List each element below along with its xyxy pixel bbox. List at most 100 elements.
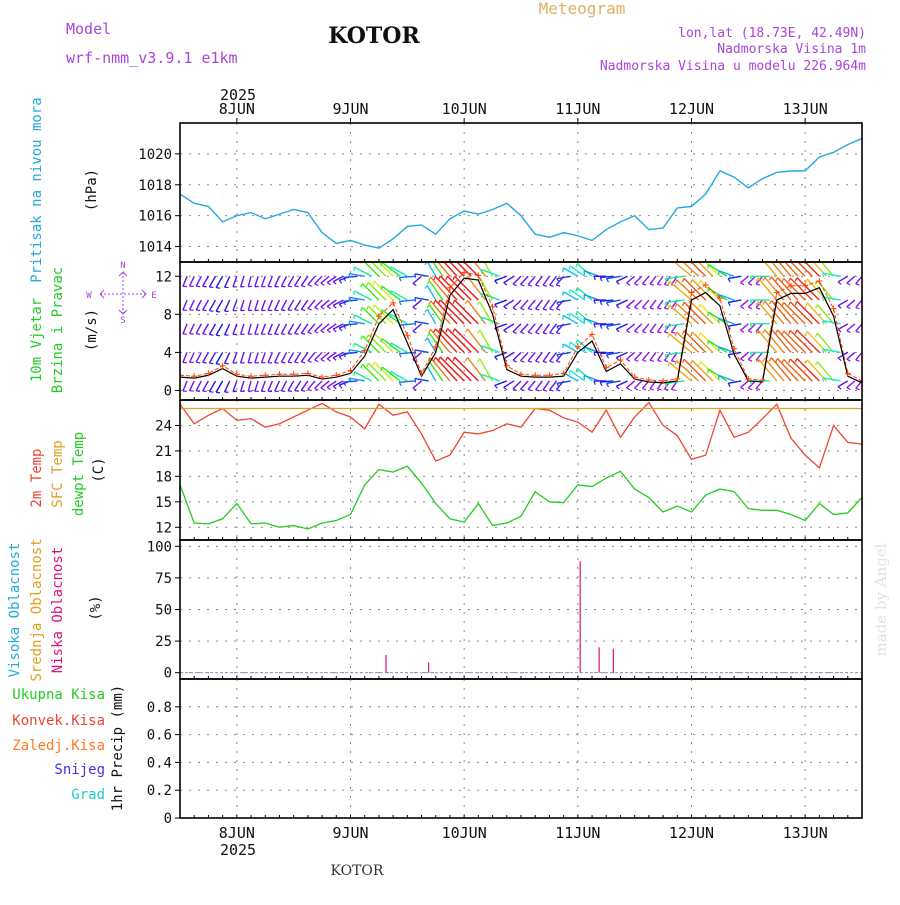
wind-barb-flag-28.5-0 (308, 389, 312, 390)
wind-barb-144-3 (856, 300, 862, 307)
wind-barb-flag-81-3 (556, 309, 560, 310)
wind-barb-flag-24-1 (288, 362, 292, 363)
wind-barb-16.5-0 (255, 381, 258, 391)
wind-barb-flag-7.5-2 (209, 335, 213, 336)
wind-barb-6-1 (203, 352, 209, 362)
wind-barb-flag-102-0 (657, 389, 661, 390)
footer-title: KOTOR (331, 863, 384, 879)
wind-barb-flag-33-2 (327, 330, 330, 332)
wind-barb-flag-115.5-3 (708, 288, 709, 292)
wind-barb-13.5-1 (241, 352, 244, 363)
wind-barb-1.5-1 (183, 352, 187, 362)
wind-barb-flag-76.5-1 (536, 361, 540, 362)
legend-total-rain: Ukupna Kisa (12, 687, 105, 703)
wind-barb-18-4 (261, 276, 265, 286)
wind-barb-flag-99-3 (642, 308, 646, 309)
wind-barb-flag-69-1 (495, 357, 498, 360)
wind-barb-flag-81-0 (556, 390, 560, 391)
wind-barb-flag-100.5-0 (650, 389, 654, 390)
wind-barb-72-2 (513, 324, 521, 332)
wind-barb-flag-111-1 (682, 331, 684, 335)
wind-barb-21-2 (275, 324, 280, 334)
wind-barb-flag-60-0 (439, 357, 441, 361)
wind-barb-79.5-0 (550, 381, 557, 390)
top-day-label-0: 8JUN (219, 100, 255, 118)
wind-barb-flag-111-3 (682, 278, 684, 282)
wind-barb-flag-109.5-1 (675, 332, 676, 336)
wind-barb-flag-111-0 (682, 359, 684, 363)
wind-barb-flag-135-3 (795, 278, 797, 282)
wind-barb-flag-63-0 (453, 357, 455, 361)
wind-barb-3-2 (190, 324, 195, 334)
svg-text:Niska Oblacnost: Niska Oblacnost (50, 547, 66, 673)
temp-ytick-label-0: 12 (155, 520, 172, 536)
wind-barb-142.5-2 (847, 324, 855, 331)
wind-barb-flag-25.5-4 (295, 286, 299, 287)
wind-barb-13.5-4 (241, 276, 244, 287)
wind-barb-flag-25.5-1 (295, 362, 299, 363)
wind-barb-12-2 (233, 324, 237, 335)
wind-barb-6-0 (203, 381, 209, 391)
wind-barb-60-1 (440, 328, 464, 352)
wind-barb-79.5-3 (550, 300, 557, 309)
wind-barb-49.5-3 (399, 300, 414, 301)
wind-barb-flag-42-1 (361, 336, 363, 340)
wind-barb-flag-28.5-2 (308, 332, 312, 333)
wind-barb-flag-135-1 (795, 330, 797, 334)
wind-barb-118.5-0 (728, 381, 741, 383)
wind-barb-21-1 (275, 352, 280, 362)
wind-barb-flag-33-3 (327, 306, 330, 308)
wind-barb-22.5-4 (281, 276, 286, 286)
svg-text:(%): (%) (88, 595, 104, 620)
wind-barb-flag-66-4 (477, 254, 480, 257)
wind-barb-flag-45-2 (373, 305, 375, 309)
wind-barb-25.5-0 (295, 381, 301, 391)
wind-barb-28.5-1 (308, 352, 315, 360)
compass-s: S (120, 316, 125, 326)
svg-text:(m/s): (m/s) (84, 309, 100, 351)
wind-barb-flag-142.5-2 (847, 331, 851, 333)
wind-barb-flag-144-4 (856, 284, 860, 285)
svg-text:10m Vjetar: 10m Vjetar (29, 298, 45, 382)
wind-barb-flag-33-1 (327, 359, 330, 361)
wind-barb-flag-42-0 (361, 364, 363, 368)
wind-barb-63-0 (455, 357, 479, 381)
wind-barb-100.5-3 (650, 300, 656, 308)
wind-barb-flag-106.5-4 (665, 279, 667, 283)
pressure-frame (180, 123, 862, 262)
legend-convective-rain: Konvek.Kisa (12, 713, 105, 729)
wind-barb-flag-76.5-0 (536, 390, 540, 391)
wind-barb-flag-31.5-2 (321, 331, 325, 333)
cloud-ytick-label-4: 100 (147, 539, 172, 555)
wind-barb-120-3 (741, 300, 749, 307)
wind-barb-flag-61.5-3 (446, 276, 448, 280)
wind-barb-96-2 (627, 324, 635, 331)
wind-barb-flag-54-3 (425, 286, 428, 289)
bottom-day-label-4: 12JUN (669, 824, 714, 842)
wind-barb-flag-100.5-1 (650, 360, 654, 361)
wind-barb-75-1 (528, 352, 535, 360)
wind-barb-flag-81-4 (556, 285, 560, 286)
wind-barb-21-3 (275, 300, 280, 310)
top-day-label-4: 12JUN (669, 100, 714, 118)
wind-barb-flag-78-0 (543, 390, 547, 391)
wind-barb-flag-78-2 (543, 333, 547, 334)
wind-barb-flag-33-4 (327, 283, 330, 285)
wind-barb-24-0 (288, 381, 294, 391)
precip-ylabel: 1hr Precip (mm) (110, 685, 126, 811)
wind-barb-15-2 (248, 324, 251, 334)
wind-barb-78-4 (543, 276, 549, 285)
wind-barb-16.5-1 (255, 352, 258, 362)
wind-barb-flag-115.5-1 (708, 341, 709, 345)
wind-barb-flag-63-3 (453, 276, 455, 280)
wind-barb-flag-105-1 (671, 361, 675, 362)
svg-text:(hPa): (hPa) (84, 169, 100, 211)
wind-barb-flag-75-0 (528, 389, 532, 390)
elevation-label: Nadmorska Visina 1m (717, 42, 866, 57)
wind-barb-flag-64.5-2 (465, 300, 467, 303)
wind-barb-flag-7.5-4 (209, 287, 213, 288)
